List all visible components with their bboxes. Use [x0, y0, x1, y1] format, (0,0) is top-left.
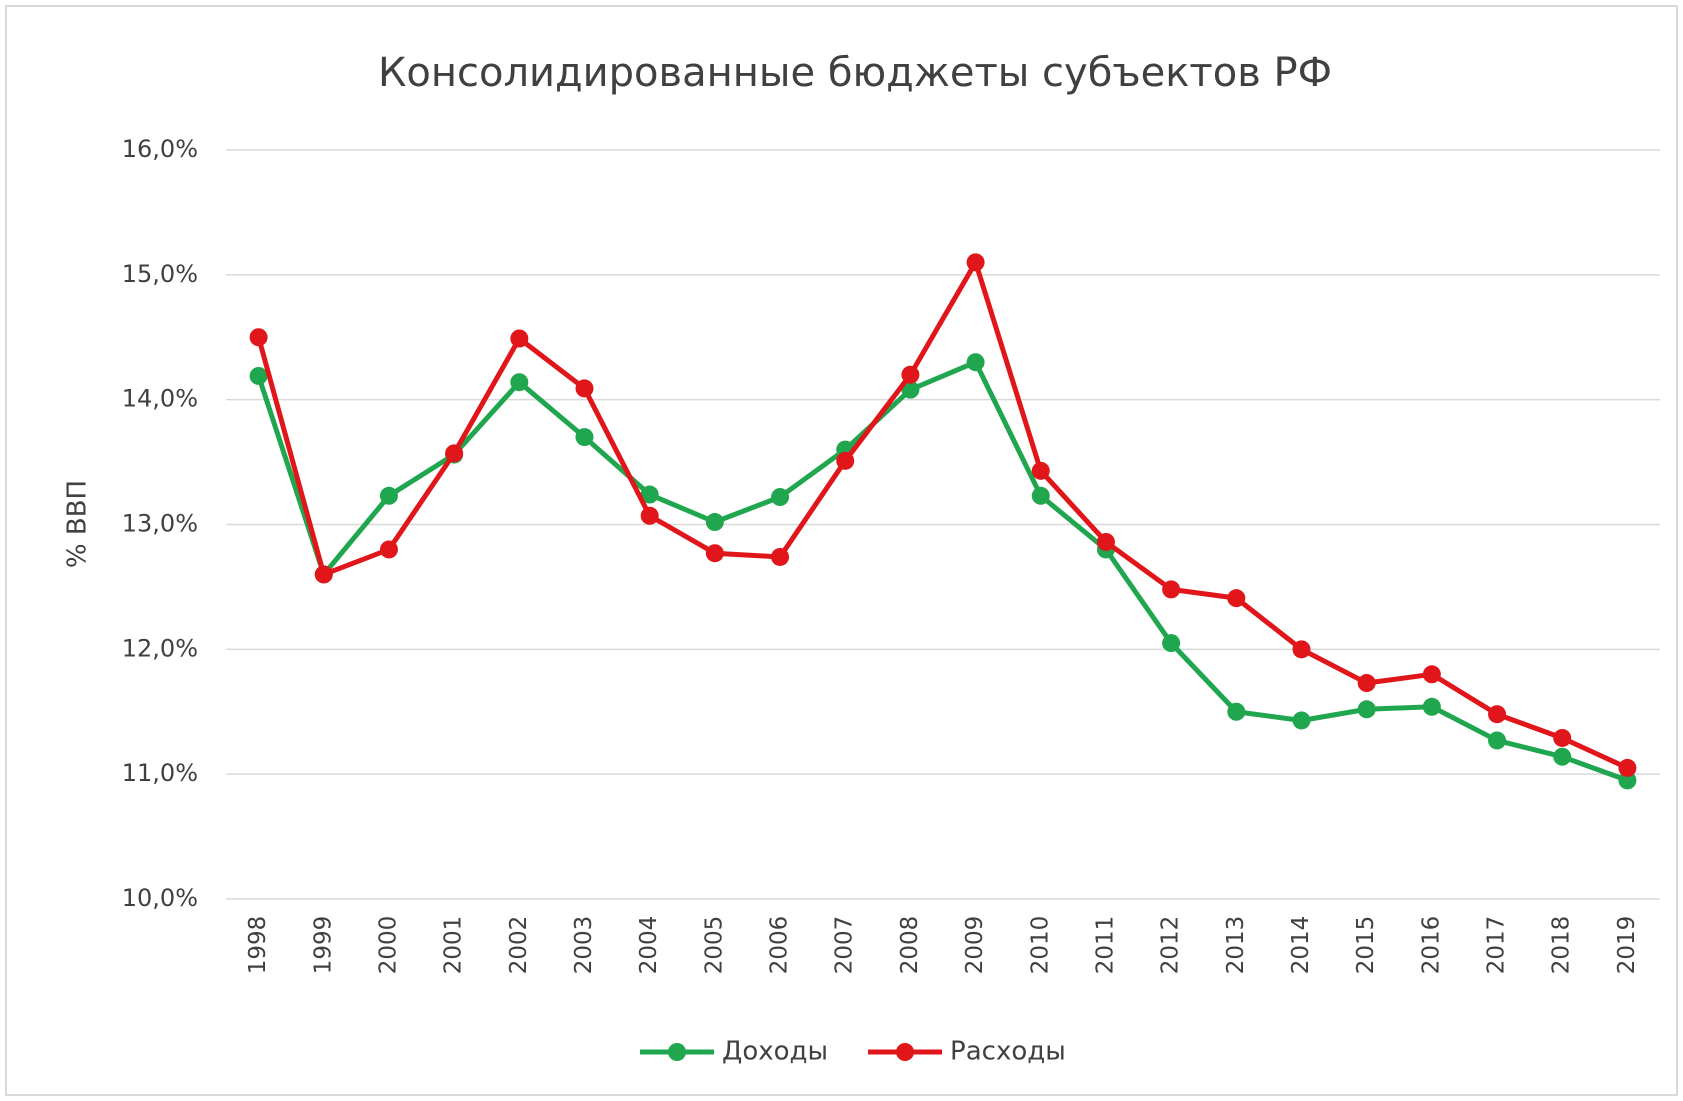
data-point	[379, 540, 398, 559]
x-tick-label: 2015	[1353, 916, 1379, 975]
data-point	[901, 365, 920, 384]
x-tick-label: 2010	[1027, 916, 1053, 975]
x-tick-label: 2014	[1288, 916, 1314, 975]
legend-label: Доходы	[722, 1037, 828, 1067]
x-tick-label: 1999	[310, 916, 336, 975]
x-tick-label: 1998	[245, 916, 271, 975]
data-point	[836, 451, 855, 470]
data-point	[1031, 461, 1050, 480]
x-tick-label: 2009	[962, 916, 988, 975]
data-point	[1488, 731, 1507, 750]
chart-title: Консолидированные бюджеты субъектов РФ	[378, 50, 1332, 96]
chart-frame	[5, 5, 1678, 1096]
x-tick-label: 2011	[1092, 916, 1118, 975]
data-point	[1292, 711, 1311, 730]
data-point	[1227, 589, 1246, 608]
data-point	[1031, 486, 1050, 505]
legend-label: Расходы	[950, 1037, 1066, 1067]
data-point	[1553, 728, 1572, 747]
data-point	[249, 328, 268, 347]
x-tick-label: 2007	[832, 916, 858, 975]
x-tick-label: 2006	[767, 916, 793, 975]
x-tick-label: 2002	[506, 916, 532, 975]
data-point	[575, 379, 594, 398]
x-tick-label: 2019	[1614, 916, 1640, 975]
data-point	[510, 329, 529, 348]
data-point	[771, 488, 790, 507]
data-point	[1096, 532, 1115, 551]
data-point	[1292, 640, 1311, 659]
data-point	[1162, 580, 1181, 599]
y-axis-label: % ВВП	[63, 480, 93, 568]
y-tick-label: 16,0%	[122, 135, 198, 163]
x-tick-label: 2017	[1484, 916, 1510, 975]
series-line	[256, 259, 1629, 771]
x-tick-label: 2013	[1223, 916, 1249, 975]
y-tick-label: 11,0%	[122, 759, 198, 787]
data-point	[575, 428, 594, 447]
data-point	[249, 366, 268, 385]
x-tick-label: 2018	[1549, 916, 1575, 975]
data-point	[379, 486, 398, 505]
x-tick-label: 2012	[1158, 916, 1184, 975]
y-tick-label: 10,0%	[122, 884, 198, 912]
data-point	[510, 373, 529, 392]
x-tick-label: 2016	[1418, 916, 1444, 975]
data-point	[640, 485, 659, 504]
data-point	[901, 380, 920, 399]
data-point	[1357, 674, 1376, 693]
x-tick-label: 2008	[897, 916, 923, 975]
x-tick-label: 2000	[375, 916, 401, 975]
data-point	[1227, 702, 1246, 721]
data-point	[1488, 705, 1507, 724]
legend-marker	[668, 1043, 686, 1061]
data-point	[966, 253, 985, 272]
series-line	[256, 359, 1629, 783]
data-point	[705, 513, 724, 532]
data-point	[314, 565, 333, 584]
legend-marker	[896, 1043, 915, 1061]
data-point	[966, 353, 985, 372]
data-point	[1422, 665, 1441, 684]
data-point	[1162, 634, 1181, 653]
data-point	[1618, 758, 1637, 777]
y-tick-label: 14,0%	[122, 385, 198, 413]
x-tick-label: 2005	[701, 916, 727, 975]
data-point	[705, 544, 724, 563]
y-tick-label: 13,0%	[122, 510, 198, 538]
data-point	[771, 547, 790, 566]
data-point	[640, 506, 659, 525]
y-tick-label: 15,0%	[122, 260, 198, 288]
data-point	[1422, 697, 1441, 716]
data-point	[1357, 700, 1376, 719]
x-tick-label: 2004	[636, 916, 662, 975]
x-tick-label: 2001	[441, 916, 467, 975]
data-point	[1553, 747, 1572, 766]
y-tick-label: 12,0%	[122, 634, 198, 662]
x-tick-label: 2003	[571, 916, 597, 975]
data-point	[445, 444, 464, 463]
data-point	[1618, 771, 1637, 790]
